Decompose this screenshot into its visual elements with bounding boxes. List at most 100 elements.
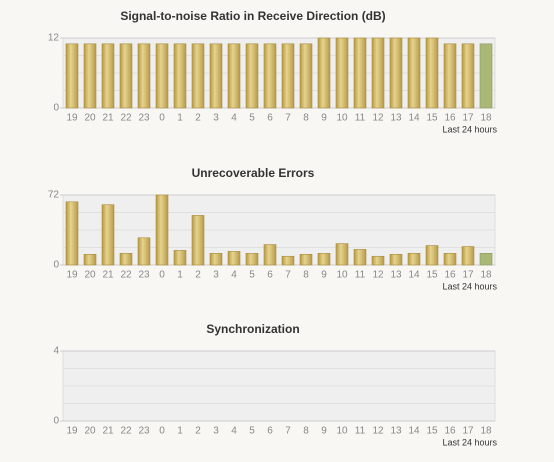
x-tick-label: 17 (462, 426, 474, 437)
x-tick-label: 5 (249, 270, 255, 281)
x-tick-label: 1 (177, 270, 183, 281)
x-tick-label: 3 (213, 113, 219, 124)
x-tick-label: 10 (336, 113, 348, 124)
x-tick-label: 20 (84, 426, 96, 437)
bar (83, 254, 97, 266)
bar (353, 249, 367, 266)
x-tick-label: 15 (426, 426, 438, 437)
x-tick-label: 6 (267, 113, 273, 124)
x-tick-label: 2 (195, 426, 201, 437)
x-tick-label: 13 (390, 113, 402, 124)
x-tick-label: 22 (120, 113, 132, 124)
bar (443, 253, 457, 266)
x-axis-label: Last 24 hours (442, 124, 497, 134)
bar (83, 43, 97, 109)
x-tick-label: 4 (231, 270, 237, 281)
bar (245, 253, 259, 266)
bar (155, 43, 169, 109)
x-tick-label: 20 (84, 270, 96, 281)
bar (137, 43, 151, 109)
x-tick-label: 9 (321, 426, 327, 437)
chart-title: Synchronization (206, 322, 299, 336)
x-tick-label: 18 (480, 270, 492, 281)
x-tick-label: 23 (138, 113, 150, 124)
x-tick-label: 20 (84, 113, 96, 124)
x-tick-label: 18 (480, 113, 492, 124)
bar (425, 37, 439, 109)
bar (119, 43, 133, 109)
x-tick-label: 8 (303, 426, 309, 437)
x-tick-label: 17 (462, 270, 474, 281)
x-axis-label: Last 24 hours (442, 281, 497, 291)
bar (371, 255, 385, 266)
bar (263, 244, 277, 266)
x-tick-label: 2 (195, 113, 201, 124)
x-tick-label: 7 (285, 426, 291, 437)
bar (227, 251, 241, 266)
bar (407, 253, 421, 266)
bar (281, 255, 295, 266)
x-tick-label: 7 (285, 270, 291, 281)
x-tick-label: 6 (267, 270, 273, 281)
bar (461, 43, 475, 109)
x-tick-label: 4 (231, 113, 237, 124)
bar (335, 243, 349, 266)
bar (407, 37, 421, 109)
bar (137, 237, 151, 266)
y-tick-label: 0 (53, 260, 59, 271)
x-tick-label: 11 (355, 113, 366, 124)
y-tick-label: 4 (53, 346, 59, 357)
x-tick-label: 9 (321, 113, 327, 124)
x-tick-label: 22 (120, 426, 132, 437)
x-tick-label: 4 (231, 426, 237, 437)
x-tick-label: 1 (177, 426, 183, 437)
bar (353, 37, 367, 109)
bar (65, 201, 79, 266)
bar (209, 253, 223, 266)
y-tick-label: 0 (53, 103, 59, 114)
bar (101, 43, 115, 109)
bar (371, 37, 385, 109)
x-tick-label: 21 (102, 113, 114, 124)
x-tick-label: 22 (120, 270, 132, 281)
x-tick-label: 19 (66, 426, 78, 437)
x-tick-label: 12 (372, 426, 384, 437)
bar (245, 43, 259, 109)
chart-title: Unrecoverable Errors (192, 166, 315, 180)
bar (173, 250, 187, 266)
x-tick-label: 10 (336, 426, 348, 437)
x-tick-label: 1 (177, 113, 183, 124)
x-tick-label: 12 (372, 113, 384, 124)
x-tick-label: 14 (408, 426, 420, 437)
x-tick-label: 3 (213, 270, 219, 281)
bar (389, 37, 403, 109)
bar (317, 37, 331, 109)
bar (479, 253, 493, 266)
bar (443, 43, 457, 109)
bar (173, 43, 187, 109)
x-tick-label: 7 (285, 113, 291, 124)
x-tick-label: 16 (444, 426, 456, 437)
bar (479, 43, 493, 109)
bar (209, 43, 223, 109)
x-tick-label: 11 (355, 270, 366, 281)
bar (101, 204, 115, 266)
y-tick-label: 0 (53, 416, 59, 427)
x-tick-label: 17 (462, 113, 474, 124)
x-tick-label: 10 (336, 270, 348, 281)
bar (389, 254, 403, 266)
bar (317, 253, 331, 266)
x-tick-label: 14 (408, 113, 420, 124)
chart-title: Signal-to-noise Ratio in Receive Directi… (120, 9, 385, 23)
x-tick-label: 21 (102, 426, 114, 437)
bar (299, 43, 313, 109)
x-tick-label: 15 (426, 270, 438, 281)
x-tick-label: 8 (303, 113, 309, 124)
x-tick-label: 13 (390, 426, 402, 437)
x-tick-label: 3 (213, 426, 219, 437)
x-tick-label: 0 (159, 270, 165, 281)
x-tick-label: 23 (138, 426, 150, 437)
x-tick-label: 16 (444, 270, 456, 281)
x-tick-label: 5 (249, 426, 255, 437)
